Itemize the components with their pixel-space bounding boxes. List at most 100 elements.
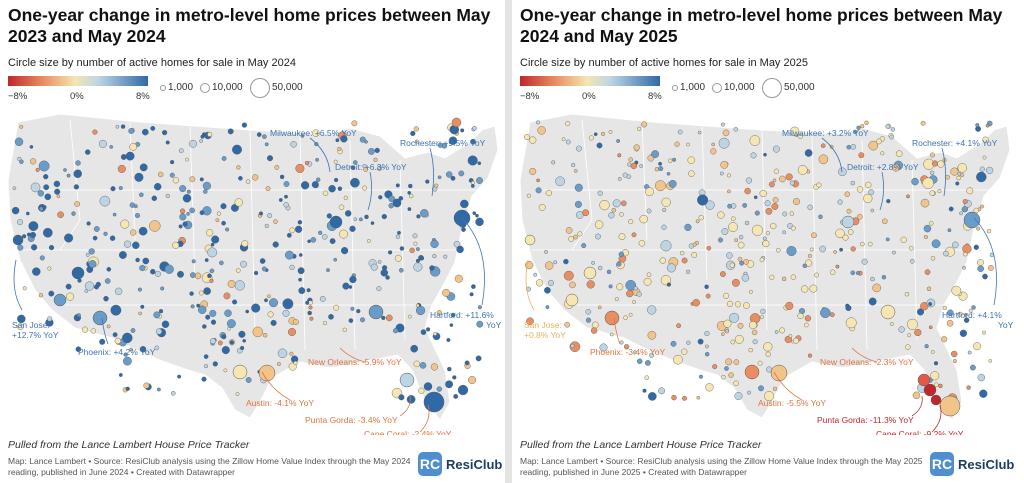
metro-dot <box>342 327 347 332</box>
metro-dot <box>597 265 603 271</box>
metro-dot <box>337 146 342 151</box>
metro-dot <box>234 198 243 207</box>
metro-dot <box>74 201 80 207</box>
metro-dot <box>704 351 710 357</box>
metro-dot <box>932 160 939 167</box>
metro-dot <box>335 138 340 143</box>
metro-dot <box>743 258 749 265</box>
metro-dot <box>177 270 184 278</box>
metro-dot <box>75 160 81 166</box>
metro-dot <box>264 298 268 303</box>
metro-dot <box>805 259 813 267</box>
size-legend: 1,000 10,000 50,000 <box>670 78 850 100</box>
metro-dot <box>130 229 137 236</box>
metro-dot <box>370 221 375 225</box>
resiclub-logo[interactable]: RC ResiClub <box>930 452 1014 478</box>
metro-dot <box>423 382 433 391</box>
metro-dot <box>475 355 482 362</box>
metro-dot <box>790 225 796 231</box>
metro-dot <box>337 186 343 191</box>
metro-dot <box>125 386 130 391</box>
metro-dot <box>326 213 332 219</box>
metro-dot <box>279 174 285 180</box>
metro-dot <box>682 395 687 401</box>
metro-dot <box>645 187 654 197</box>
label-milwaukee: Milwaukee: +6.5% YoY <box>270 128 357 138</box>
metro-dot <box>818 154 829 165</box>
metro-dot <box>538 204 546 211</box>
metro-dot <box>123 352 128 357</box>
metro-dot <box>364 214 369 220</box>
metro-dot <box>976 171 987 183</box>
metro-dot <box>621 200 627 207</box>
metro-dot <box>785 173 793 181</box>
metro-dot <box>153 311 161 319</box>
metro-dot <box>114 287 123 296</box>
metro-dot <box>977 259 984 266</box>
metro-dot <box>227 128 234 135</box>
metro-dot <box>912 391 921 399</box>
metro-dot <box>283 181 290 187</box>
scale-max-label: 8% <box>648 91 662 102</box>
metro-dot <box>742 203 748 208</box>
metro-dot <box>326 268 330 273</box>
metro-dot <box>306 288 311 293</box>
metro-dot <box>976 226 980 231</box>
metro-dot <box>856 125 861 130</box>
metro-dot <box>726 252 733 259</box>
size-label-small: 1,000 <box>680 82 706 93</box>
metro-dot <box>227 279 236 288</box>
metro-dot <box>747 390 751 395</box>
map-title: One-year change in metro-level home pric… <box>8 5 491 46</box>
metro-dot <box>139 264 146 272</box>
metro-dot <box>930 256 936 261</box>
metro-dot <box>376 286 382 292</box>
metro-dot <box>140 304 145 309</box>
metro-dot <box>132 241 140 250</box>
metro-dot <box>971 305 976 310</box>
metro-dot <box>816 182 822 188</box>
metro-dot <box>200 134 205 139</box>
metro-dot <box>674 141 680 147</box>
metro-dot <box>565 121 571 127</box>
metro-dot <box>793 337 799 344</box>
metro-dot <box>99 338 106 345</box>
metro-dot <box>748 289 753 294</box>
metro-dot <box>358 217 363 222</box>
metro-dot <box>43 227 53 238</box>
metro-dot <box>856 214 863 220</box>
metro-dot <box>234 280 245 291</box>
metro-dot <box>194 272 202 280</box>
metro-dot <box>724 329 729 334</box>
metro-dot <box>446 337 451 342</box>
metro-dot <box>533 272 538 277</box>
resiclub-logo[interactable]: RC ResiClub <box>418 452 502 478</box>
metro-dot <box>807 353 813 358</box>
metro-dot <box>717 237 723 243</box>
metro-dot <box>236 165 241 170</box>
metro-dot <box>353 217 358 221</box>
metro-dot <box>545 305 550 310</box>
metro-dot <box>120 124 126 129</box>
metro-dot <box>722 129 730 137</box>
metro-dot <box>39 255 45 261</box>
metro-dot <box>686 142 690 147</box>
metro-dot <box>394 254 402 262</box>
metro-dot <box>959 211 963 216</box>
metro-dot <box>731 278 740 287</box>
metro-dot <box>143 382 150 389</box>
metro-dot <box>946 319 954 327</box>
metro-dot <box>410 130 416 137</box>
metro-dot <box>582 209 590 217</box>
metro-dot <box>199 210 205 216</box>
metro-dot <box>565 139 571 145</box>
metro-dot <box>267 213 273 219</box>
metro-dot <box>104 278 111 284</box>
metro-dot <box>316 177 321 182</box>
metro-dot <box>819 245 826 253</box>
metro-dot <box>835 264 840 269</box>
metro-dot <box>75 346 82 352</box>
metro-dot <box>574 183 583 192</box>
metro-dot <box>196 303 201 308</box>
metro-dot <box>414 139 420 145</box>
